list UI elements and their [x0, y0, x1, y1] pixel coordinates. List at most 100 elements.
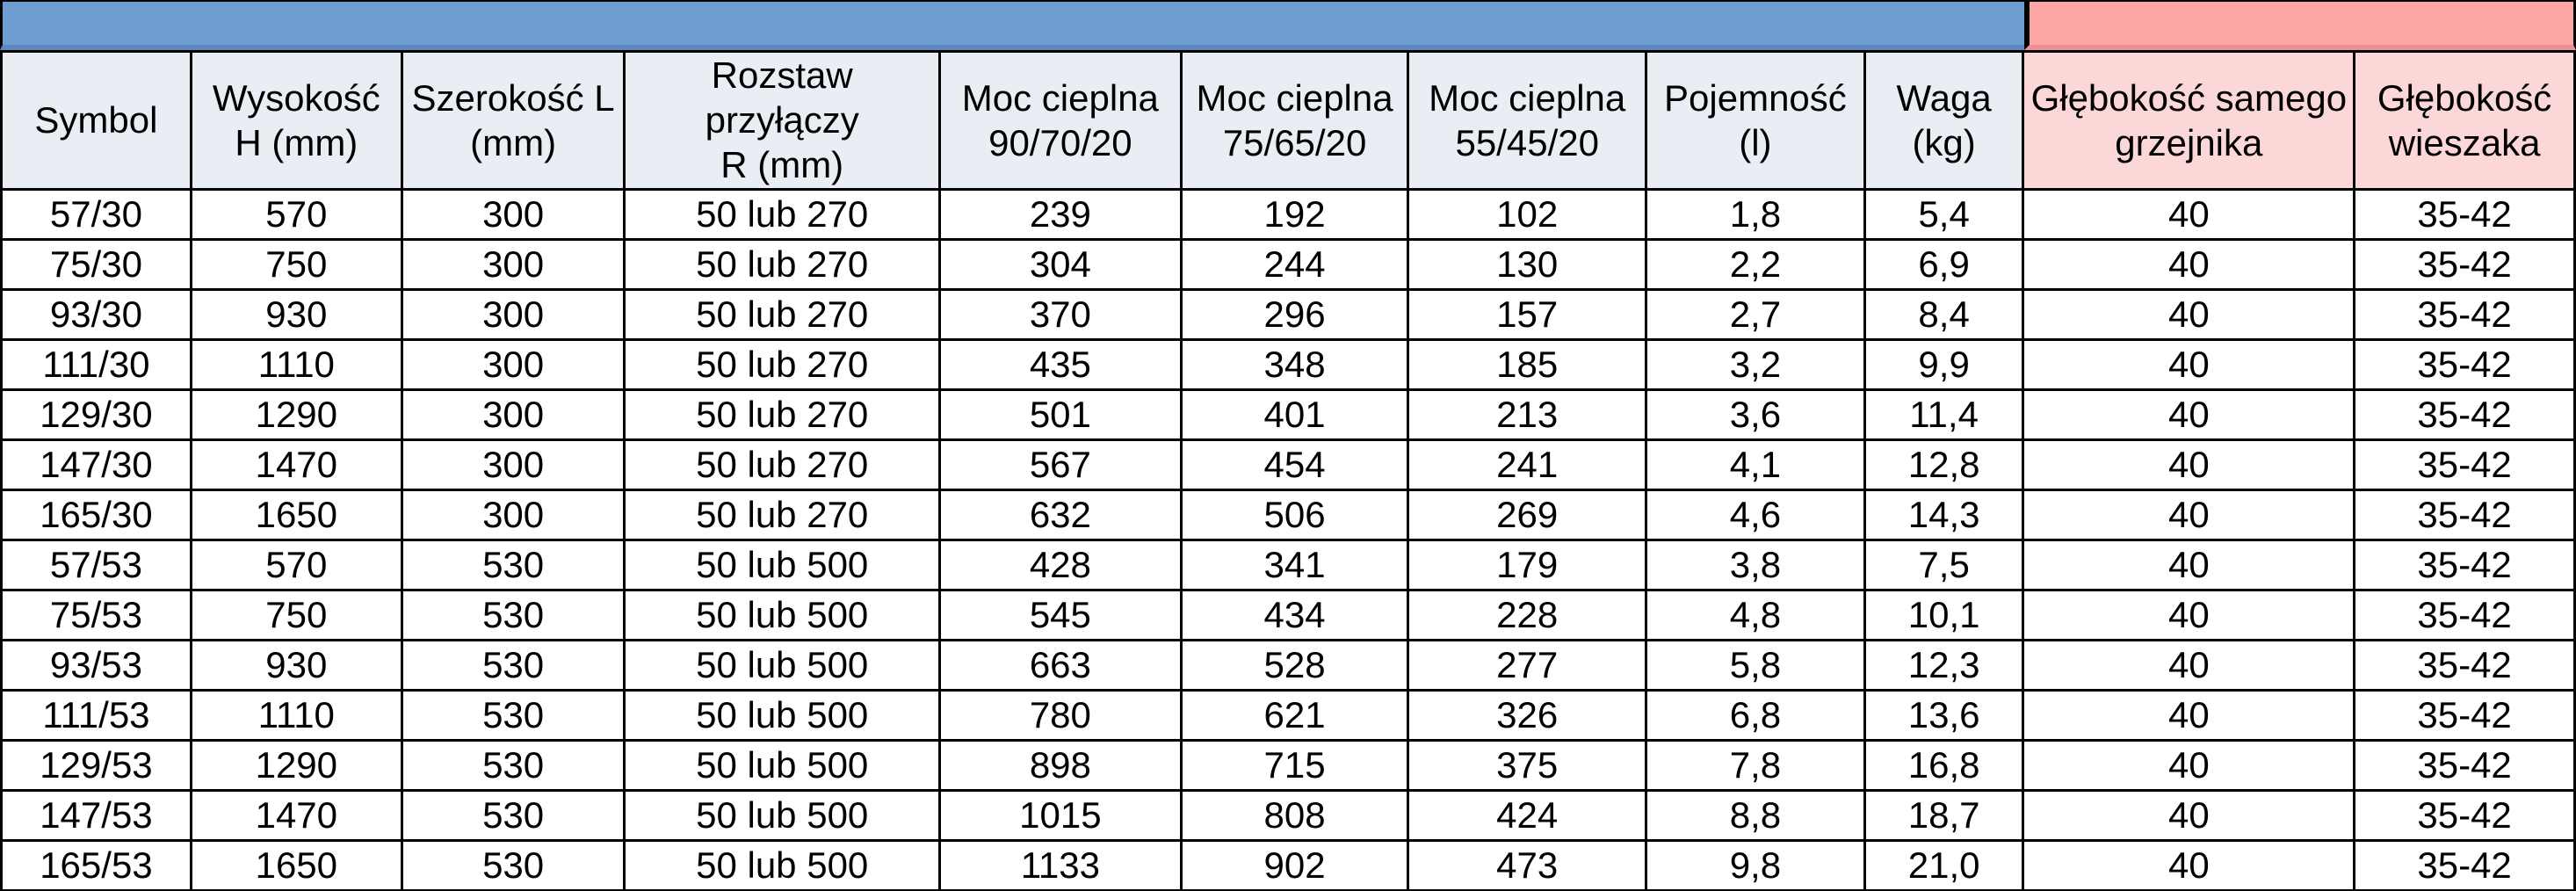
- cell-depth_radiator: 40: [2024, 240, 2356, 291]
- top-banner: [0, 0, 2576, 50]
- cell-power_90_70_20: 567: [940, 440, 1183, 491]
- cell-capacity: 8,8: [1647, 791, 1866, 842]
- cell-width: 530: [402, 691, 626, 742]
- cell-weight: 5,4: [1865, 190, 2025, 241]
- cell-connection_spacing: 50 lub 500: [626, 791, 941, 842]
- cell-symbol: 57/30: [3, 190, 192, 241]
- column-header-width: Szerokość L (mm): [402, 53, 626, 191]
- cell-weight: 9,9: [1865, 340, 2025, 391]
- cell-power_90_70_20: 304: [940, 240, 1183, 291]
- cell-capacity: 3,8: [1647, 540, 1866, 591]
- cell-connection_spacing: 50 lub 270: [626, 490, 941, 541]
- table-row: 75/30 750 300 50 lub 270 304 244 130 2,2 6,9 40 35…: [3, 240, 2576, 291]
- cell-width: 530: [402, 791, 626, 842]
- column-header-depth_hanger: Głębokość wieszaka: [2355, 53, 2576, 191]
- table-row: 111/53 1110 530 50 lub 500 780 621 326 6,8 13,6 4…: [3, 691, 2576, 742]
- table-row: 147/53 1470 530 50 lub 500 1015 808 424 8,8 18,7…: [3, 791, 2576, 842]
- column-header-capacity: Pojemność (l): [1647, 53, 1866, 191]
- cell-capacity: 3,2: [1647, 340, 1866, 391]
- cell-power_55_45_20: 130: [1409, 240, 1648, 291]
- cell-weight: 12,8: [1865, 440, 2025, 491]
- cell-height: 1650: [192, 490, 403, 541]
- cell-depth_radiator: 40: [2024, 691, 2356, 742]
- cell-symbol: 111/53: [3, 691, 192, 742]
- cell-symbol: 129/30: [3, 390, 192, 441]
- cell-power_55_45_20: 157: [1409, 290, 1648, 341]
- cell-connection_spacing: 50 lub 270: [626, 290, 941, 341]
- cell-power_90_70_20: 632: [940, 490, 1183, 541]
- table-row: 93/53 930 530 50 lub 500 663 528 277 5,8 12,3 40 3…: [3, 641, 2576, 692]
- cell-width: 300: [402, 390, 626, 441]
- cell-depth_radiator: 40: [2024, 340, 2356, 391]
- cell-symbol: 165/53: [3, 841, 192, 891]
- table-row: 57/53 570 530 50 lub 500 428 341 179 3,8 7,5 40 35…: [3, 540, 2576, 591]
- cell-capacity: 2,2: [1647, 240, 1866, 291]
- cell-symbol: 93/30: [3, 290, 192, 341]
- cell-weight: 12,3: [1865, 641, 2025, 692]
- cell-symbol: 75/30: [3, 240, 192, 291]
- cell-width: 300: [402, 440, 626, 491]
- cell-power_75_65_20: 506: [1182, 490, 1410, 541]
- cell-width: 300: [402, 290, 626, 341]
- cell-power_55_45_20: 277: [1409, 641, 1648, 692]
- cell-width: 530: [402, 741, 626, 792]
- table-row: 165/30 1650 300 50 lub 270 632 506 269 4,6 14,3 4…: [3, 490, 2576, 541]
- cell-depth_radiator: 40: [2024, 440, 2356, 491]
- cell-width: 530: [402, 841, 626, 891]
- cell-depth_hanger: 35-42: [2355, 240, 2576, 291]
- cell-height: 750: [192, 240, 403, 291]
- cell-power_75_65_20: 296: [1182, 290, 1410, 341]
- cell-power_90_70_20: 435: [940, 340, 1183, 391]
- cell-weight: 7,5: [1865, 540, 2025, 591]
- cell-width: 300: [402, 340, 626, 391]
- cell-power_55_45_20: 326: [1409, 691, 1648, 742]
- cell-symbol: 93/53: [3, 641, 192, 692]
- cell-power_75_65_20: 621: [1182, 691, 1410, 742]
- cell-connection_spacing: 50 lub 270: [626, 190, 941, 241]
- cell-weight: 21,0: [1865, 841, 2025, 891]
- cell-depth_hanger: 35-42: [2355, 691, 2576, 742]
- cell-capacity: 6,8: [1647, 691, 1866, 742]
- cell-depth_hanger: 35-42: [2355, 340, 2576, 391]
- cell-power_75_65_20: 715: [1182, 741, 1410, 792]
- cell-power_90_70_20: 370: [940, 290, 1183, 341]
- table-row: 75/53 750 530 50 lub 500 545 434 228 4,8 10,1 40 3…: [3, 590, 2576, 641]
- cell-capacity: 4,8: [1647, 590, 1866, 641]
- cell-power_90_70_20: 428: [940, 540, 1183, 591]
- cell-depth_radiator: 40: [2024, 290, 2356, 341]
- table-row: 147/30 1470 300 50 lub 270 567 454 241 4,1 12,8 4…: [3, 440, 2576, 491]
- column-header-connection_spacing: Rozstaw przyłączy R (mm): [626, 53, 941, 191]
- cell-height: 930: [192, 641, 403, 692]
- spec-table: Symbol Wysokość H (mm) Szerokość L (mm) Roz…: [0, 50, 2576, 891]
- cell-height: 1110: [192, 340, 403, 391]
- cell-power_55_45_20: 241: [1409, 440, 1648, 491]
- cell-power_75_65_20: 454: [1182, 440, 1410, 491]
- cell-power_55_45_20: 228: [1409, 590, 1648, 641]
- table-row: 93/30 930 300 50 lub 270 370 296 157 2,7 8,4 40 35…: [3, 290, 2576, 341]
- cell-power_75_65_20: 902: [1182, 841, 1410, 891]
- cell-height: 570: [192, 540, 403, 591]
- cell-depth_radiator: 40: [2024, 490, 2356, 541]
- cell-power_75_65_20: 341: [1182, 540, 1410, 591]
- table-row: 129/30 1290 300 50 lub 270 501 401 213 3,6 11,4 4…: [3, 390, 2576, 441]
- cell-depth_radiator: 40: [2024, 590, 2356, 641]
- cell-power_55_45_20: 375: [1409, 741, 1648, 792]
- cell-power_90_70_20: 239: [940, 190, 1183, 241]
- pink-banner: [2024, 2, 2576, 50]
- cell-power_75_65_20: 808: [1182, 791, 1410, 842]
- cell-connection_spacing: 50 lub 500: [626, 691, 941, 742]
- cell-depth_radiator: 40: [2024, 641, 2356, 692]
- cell-height: 1290: [192, 390, 403, 441]
- table-body: 57/30 570 300 50 lub 270 239 192 102 1,8 5,4 40 35…: [3, 190, 2576, 891]
- cell-power_55_45_20: 102: [1409, 190, 1648, 241]
- cell-depth_hanger: 35-42: [2355, 641, 2576, 692]
- column-header-symbol: Symbol: [3, 53, 192, 191]
- cell-power_55_45_20: 213: [1409, 390, 1648, 441]
- cell-symbol: 147/53: [3, 791, 192, 842]
- cell-weight: 11,4: [1865, 390, 2025, 441]
- cell-height: 930: [192, 290, 403, 341]
- column-header-power_90_70_20: Moc cieplna 90/70/20: [940, 53, 1183, 191]
- cell-power_90_70_20: 1133: [940, 841, 1183, 891]
- cell-depth_radiator: 40: [2024, 841, 2356, 891]
